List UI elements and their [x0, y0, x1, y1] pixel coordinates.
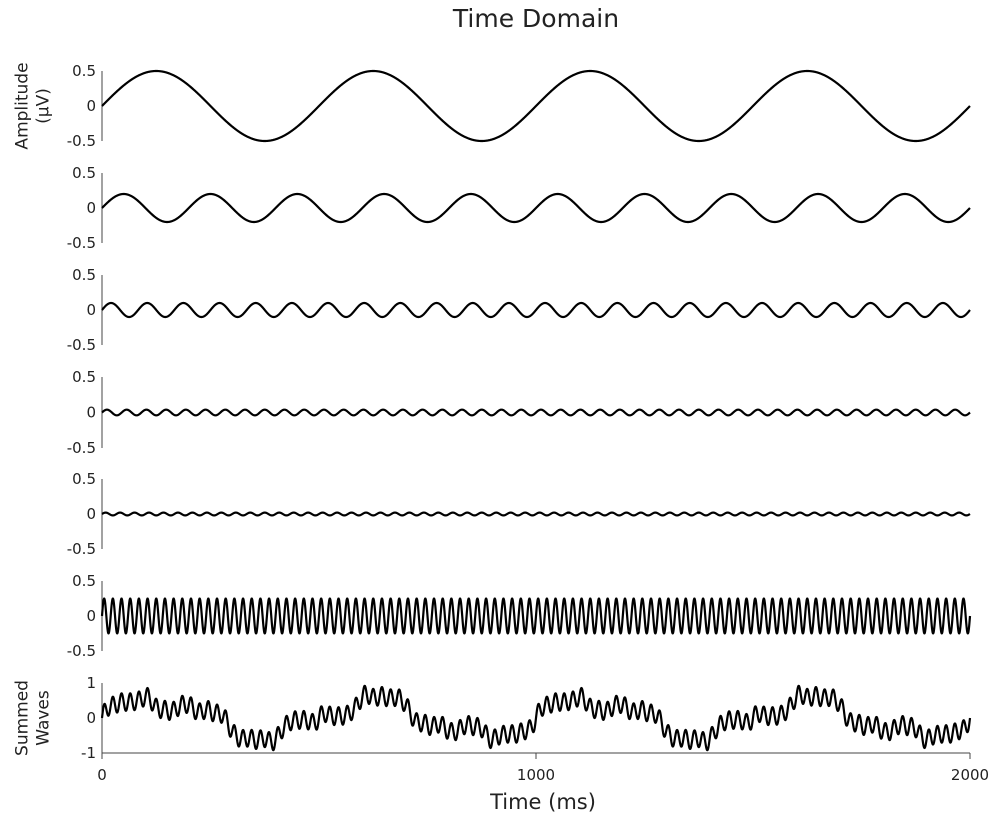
y-tick-label: 0.5: [72, 62, 96, 80]
y-tick-label: 0: [86, 199, 96, 217]
y-tick-label: 0.5: [72, 266, 96, 284]
y-tick-label: -0.5: [67, 439, 96, 457]
chart-title: Time Domain: [452, 4, 619, 33]
waveform-line-7: [100, 684, 972, 752]
y-tick-label: -1: [81, 744, 96, 762]
subplot-2: 0.5 0 -0.5: [67, 164, 971, 252]
y-tick-label: 0: [86, 709, 96, 727]
subplot-5: 0.5 0 -0.5: [67, 470, 971, 558]
y-tick-label: -0.5: [67, 336, 96, 354]
y-tick-label: 0.5: [72, 368, 96, 386]
y-tick-label: 0: [86, 607, 96, 625]
subplot-3: 0.5 0 -0.5: [67, 266, 971, 354]
y-tick-label: 0: [86, 301, 96, 319]
x-axis: 0 1000 2000: [97, 752, 989, 784]
waveform-line-1: [101, 69, 971, 143]
y-tick-label: 0: [86, 404, 96, 422]
y-tick-label: -0.5: [67, 642, 96, 660]
x-tick-label: 2000: [951, 766, 989, 784]
y-axis-title: (µV): [34, 88, 54, 124]
y-tick-label: 0: [86, 97, 96, 115]
y-axis-title: Summed: [13, 680, 33, 756]
y-tick-label: 0: [86, 505, 96, 523]
y-tick-label: -0.5: [67, 234, 96, 252]
x-tick-label: 0: [97, 766, 107, 784]
waveform-line-5: [101, 511, 971, 517]
y-tick-label: 1: [86, 674, 96, 692]
y-tick-label: -0.5: [67, 132, 96, 150]
y-tick-label: 0.5: [72, 470, 96, 488]
y-tick-label: 0.5: [72, 164, 96, 182]
y-axis-title: Waves: [34, 690, 54, 746]
subplot-4: 0.5 0 -0.5: [67, 368, 971, 457]
subplot-1: 0.5 0 -0.5 Amplitude (µV): [13, 62, 971, 150]
x-axis-title: Time (ms): [489, 790, 596, 814]
y-tick-label: 0.5: [72, 572, 96, 590]
y-axis-title: Amplitude: [13, 62, 33, 149]
waveform-line-2: [101, 192, 971, 224]
subplot-6: 0.5 0 -0.5: [67, 572, 972, 660]
y-tick-label: -0.5: [67, 540, 96, 558]
x-tick-label: 1000: [517, 766, 555, 784]
waveform-line-3: [101, 301, 971, 319]
waveform-line-6: [100, 597, 972, 635]
subplot-7: 1 0 -1 Summed Waves: [13, 674, 972, 762]
waveform-line-4: [101, 408, 971, 417]
